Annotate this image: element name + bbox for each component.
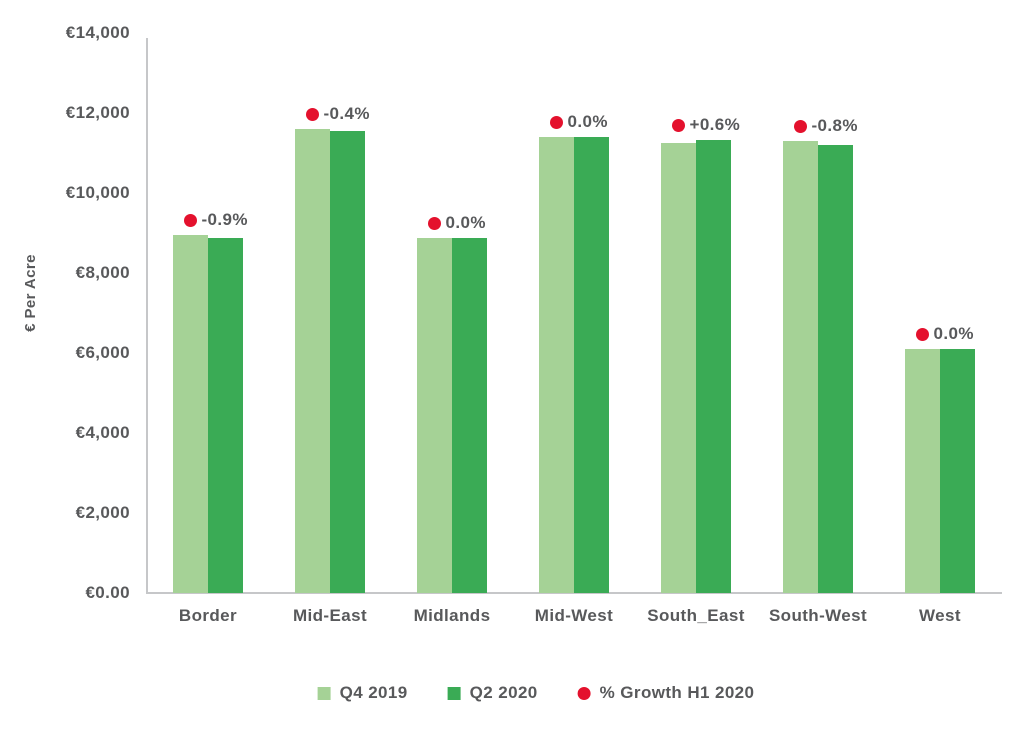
x-label-south-west: South-West [768,606,868,625]
growth-value-mid-east: -0.4% [323,104,370,123]
y-axis-line [146,38,148,594]
growth-dot-icon [305,107,319,121]
legend-label-growth: % Growth H1 2020 [599,683,755,702]
bar-q4-2019-south-east [661,143,696,593]
bar-q4-2019-west [905,349,940,593]
growth-dot-icon [793,119,807,133]
growth-dot-icon [183,213,197,227]
growth-dot-icon [549,115,563,129]
growth-value-south-east: +0.6% [689,115,741,135]
bar-q4-2019-mid-west [539,137,574,593]
growth-value-border: -0.9% [201,210,248,229]
bar-q4-2019-south-west [783,141,818,593]
q2-2020-swatch-icon [447,686,461,700]
growth-dot-icon [427,216,441,230]
y-axis-title: € Per Acre [22,254,39,332]
legend-item-q4-2019: Q4 2019 [317,683,408,703]
x-label-mid-east: Mid-East [292,606,368,625]
y-tick-2000: €2,000 [75,503,130,522]
growth-value-mid-west: 0.0% [567,112,608,131]
legend-item-growth: % Growth H1 2020 [577,683,755,703]
growth-value-west: 0.0% [933,324,974,343]
bar-q2-2020-south-west [818,144,853,593]
growth-annotation-south-east: +0.6% [671,115,741,135]
x-label-midlands: Midlands [413,606,491,625]
y-tick-14000: €14,000 [65,23,130,42]
bar-q2-2020-south-east [696,140,731,593]
growth-annotation-mid-east: -0.4% [305,104,370,124]
growth-annotation-mid-west: 0.0% [549,112,608,132]
bar-q4-2019-midlands [417,238,452,593]
bar-q4-2019-mid-east [295,129,330,593]
x-label-west: West [919,606,961,625]
y-tick-6000: €6,000 [75,343,130,362]
growth-annotation-midlands: 0.0% [427,213,486,233]
growth-dot-icon [915,327,929,341]
x-label-border: Border [178,606,238,625]
y-tick-10000: €10,000 [65,183,130,202]
growth-value-south-west: -0.8% [811,116,858,135]
q4-2019-swatch-icon [317,686,331,700]
y-tick-8000: €8,000 [75,263,130,282]
y-tick-12000: €12,000 [65,103,130,122]
legend-label-q4-2019: Q4 2019 [339,683,408,702]
y-tick-4000: €4,000 [75,423,130,442]
bar-q2-2020-border [208,238,243,593]
x-label-mid-west: Mid-West [534,606,614,625]
x-label-south-east: South_East [647,606,745,625]
growth-annotation-south-west: -0.8% [793,116,858,136]
bar-q2-2020-mid-east [330,131,365,593]
bar-q2-2020-midlands [452,238,487,593]
legend-label-q2-2020: Q2 2020 [469,683,538,702]
growth-dot-icon [671,118,685,132]
growth-annotation-west: 0.0% [915,324,974,344]
growth-dot-icon [577,686,591,700]
growth-annotation-border: -0.9% [183,210,248,230]
y-tick-0: €0.00 [85,583,130,602]
x-axis-line [146,592,1002,594]
legend-item-q2-2020: Q2 2020 [447,683,538,703]
growth-value-midlands: 0.0% [445,213,486,233]
legend: Q4 2019 Q2 2020 % Growth H1 2020 [317,683,755,703]
bar-q2-2020-west [940,349,975,593]
bar-q4-2019-border [173,235,208,593]
bar-q2-2020-mid-west [574,137,609,593]
